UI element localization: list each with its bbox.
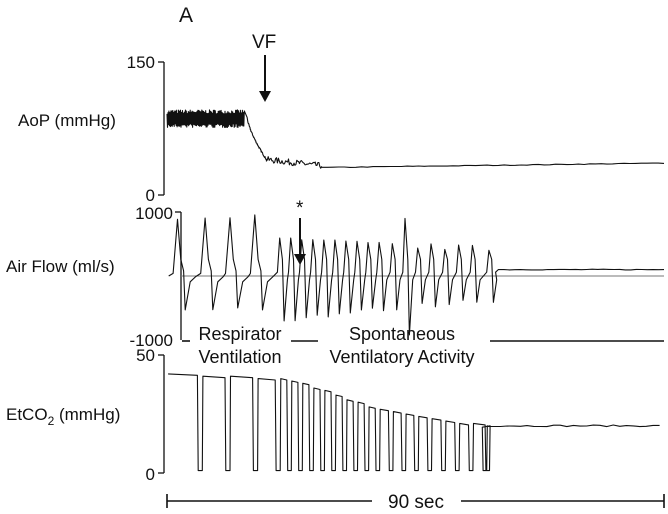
aop-panel: 150 0 AoP (mmHg) [18, 53, 665, 205]
vf-arrow-head [259, 91, 271, 102]
airflow-y-label: Air Flow (ml/s) [6, 257, 115, 276]
etco2-y-label: EtCO2 (mmHg) [6, 405, 120, 428]
aop-trace [166, 109, 665, 169]
etco2-tick-50: 50 [136, 346, 155, 365]
time-scale-bar: 90 sec [166, 492, 665, 513]
spontaneous-label-line1: Spontaneous [349, 324, 455, 344]
etco2-tick-0: 0 [146, 465, 155, 484]
asterisk-annotation: * [296, 198, 304, 219]
spontaneous-label-line2: Ventilatory Activity [329, 347, 474, 367]
vf-annotation: VF [252, 32, 276, 53]
scale-bar-label: 90 sec [388, 492, 444, 513]
phase-labels: Respirator Ventilation Spontaneous Venti… [182, 324, 664, 367]
panel-label: A [179, 4, 193, 27]
airflow-tick-neg1000: -1000 [130, 331, 173, 350]
airflow-tick-1000: 1000 [135, 204, 173, 223]
etco2-panel: 50 0 EtCO2 (mmHg) [6, 346, 660, 484]
asterisk-arrow-head [294, 254, 306, 265]
aop-tick-0: 0 [146, 186, 155, 205]
etco2-trace [168, 373, 660, 472]
aop-tick-150: 150 [127, 53, 155, 72]
aop-y-label: AoP (mmHg) [18, 111, 116, 130]
respirator-label-line1: Respirator [198, 324, 281, 344]
respirator-label-line2: Ventilation [198, 347, 281, 367]
airflow-trace [168, 214, 665, 336]
airflow-panel: 1000 -1000 Air Flow (ml/s) * [6, 198, 665, 350]
